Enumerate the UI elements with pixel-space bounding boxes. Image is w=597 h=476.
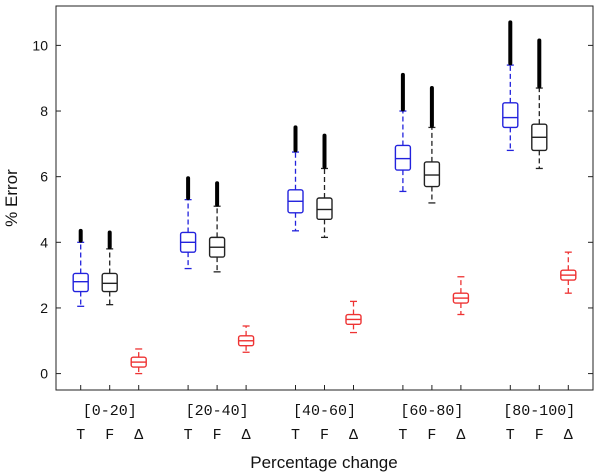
box-F-2 [316,133,333,239]
box-series [72,20,577,375]
box-T-4 [502,20,519,152]
y-tick-label: 4 [40,234,48,250]
category-label: [60-80] [400,403,463,420]
box-iqr [316,197,333,221]
box-T-2 [287,125,304,232]
y-tick-label: 10 [32,37,48,53]
y-tick-label: 2 [40,300,48,316]
category-label: [20-40] [186,403,249,420]
y-axis-title: % Error [2,169,21,227]
series-sub-label: F [427,427,436,444]
series-sub-label: Δ [242,427,251,444]
box-Δ-4 [560,251,577,294]
box-T-0 [72,228,89,307]
series-sub-label: F [320,427,329,444]
box-F-4 [531,38,548,170]
series-sub-label: Δ [456,427,465,444]
box-iqr [502,102,519,129]
y-tick-label: 0 [40,366,48,382]
box-Δ-2 [345,300,362,334]
y-axis-ticks: 0 2 4 6 8 10 [32,37,593,382]
box-F-3 [423,86,441,204]
series-sub-label: F [535,427,544,444]
series-sub-label: T [291,427,300,444]
category-label: [0-20] [83,403,137,420]
y-tick-label: 6 [40,169,48,185]
category-label: [80-100] [503,403,575,420]
series-sub-label: F [105,427,114,444]
box-Δ-3 [452,276,470,316]
y-tick-label: 8 [40,103,48,119]
series-sub-label: T [506,427,515,444]
box-Δ-0 [130,348,147,375]
box-T-3 [394,72,412,193]
series-sub-label: Δ [349,427,358,444]
x-axis-title: Percentage change [250,453,397,472]
series-sub-label: F [213,427,222,444]
series-sub-label: T [398,427,407,444]
series-sub-label: T [76,427,85,444]
box-Δ-1 [237,325,255,353]
series-sub-label: T [184,427,193,444]
box-iqr [72,272,89,293]
box-T-1 [179,176,197,270]
box-iqr [423,161,441,188]
box-F-0 [101,230,118,306]
box-iqr [394,144,412,171]
series-sub-label: Δ [134,427,143,444]
category-label: [40-60] [293,403,356,420]
x-axis-labels: [0-20] T F Δ [20-40] T F Δ [40-60] T F Δ [60-80] T F Δ [… [76,385,575,444]
series-sub-label: Δ [564,427,573,444]
box-F-1 [208,181,226,273]
box-iqr [101,272,118,293]
